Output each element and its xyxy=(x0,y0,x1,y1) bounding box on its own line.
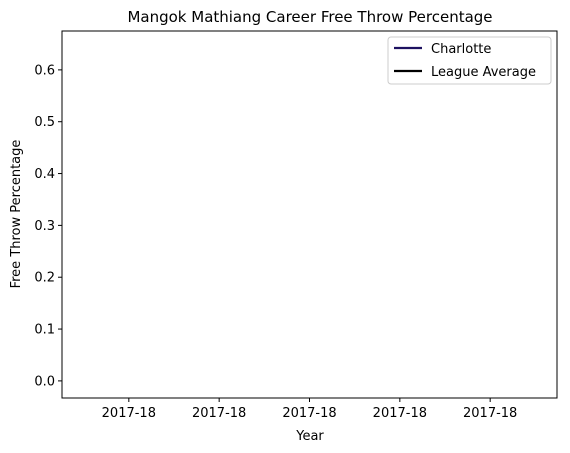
y-tick-label: 0.5 xyxy=(34,115,55,130)
y-tick-label: 0.3 xyxy=(34,219,55,234)
x-tick-label: 2017-18 xyxy=(373,406,427,421)
y-tick-label: 0.0 xyxy=(34,374,55,389)
legend-label-league-average: League Average xyxy=(431,65,536,80)
y-axis: 0.0 0.1 0.2 0.3 0.4 0.5 0.6 xyxy=(34,63,62,389)
y-tick-label: 0.4 xyxy=(34,167,55,182)
x-axis: 2017-18 2017-18 2017-18 2017-18 2017-18 xyxy=(102,398,517,421)
x-tick-label: 2017-18 xyxy=(102,406,156,421)
y-axis-label: Free Throw Percentage xyxy=(9,140,24,289)
chart-title: Mangok Mathiang Career Free Throw Percen… xyxy=(127,8,492,26)
plot-area xyxy=(61,30,558,399)
x-tick-label: 2017-18 xyxy=(282,406,336,421)
x-tick-label: 2017-18 xyxy=(463,406,517,421)
legend-label-charlotte: Charlotte xyxy=(431,42,491,57)
y-tick-label: 0.6 xyxy=(34,63,55,78)
legend-box xyxy=(387,36,552,85)
legend: Charlotte League Average xyxy=(387,36,552,85)
x-axis-label: Year xyxy=(295,429,324,444)
y-tick-label: 0.1 xyxy=(34,323,55,338)
y-tick-label: 0.2 xyxy=(34,271,55,286)
x-tick-label: 2017-18 xyxy=(192,406,246,421)
